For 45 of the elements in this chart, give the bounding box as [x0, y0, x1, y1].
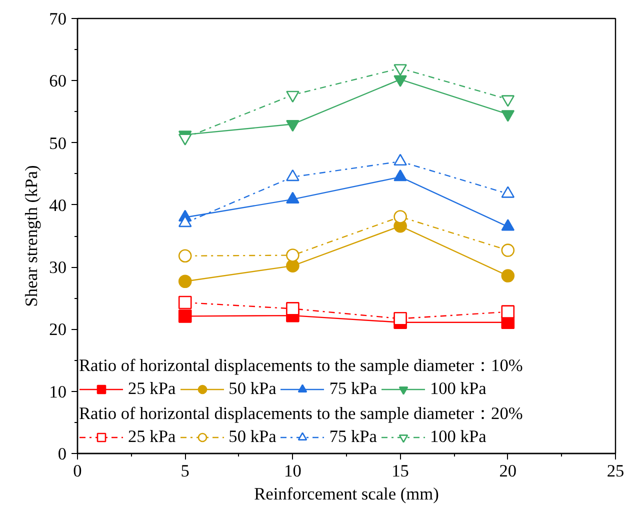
legend-label: 100 kPa	[430, 427, 486, 447]
x-tick-label: 20	[499, 462, 517, 480]
point	[178, 134, 192, 146]
point	[286, 90, 300, 103]
point	[286, 120, 300, 132]
y-tick-label: 70	[49, 10, 66, 28]
point	[286, 259, 300, 272]
legend-label: 100 kPa	[430, 379, 486, 399]
legend-label: 50 kPa	[228, 427, 276, 447]
point	[394, 75, 407, 87]
y-tick-label: 60	[49, 72, 66, 91]
legend-label: 75 kPa	[329, 427, 377, 447]
point	[501, 305, 515, 318]
point	[178, 310, 192, 323]
point	[501, 110, 515, 122]
point	[286, 248, 300, 262]
legend-label: 25 kPa	[128, 427, 176, 447]
point	[178, 249, 192, 263]
x-tick-label: 0	[73, 462, 82, 480]
point	[501, 95, 515, 107]
annotation: Ratio of horizontal displacements to the sample diameter：10%	[79, 355, 523, 377]
y-tick-label: 50	[49, 134, 66, 153]
y-axis-title: Shear strength (kPa)	[22, 165, 42, 307]
y-tick-label: 20	[49, 320, 66, 340]
y-tick-label: 40	[49, 196, 66, 215]
point	[501, 244, 515, 257]
legend-label: 75 kPa	[329, 379, 377, 399]
y-tick-label: 30	[49, 258, 66, 278]
x-axis-title: Reinforcement scale (mm)	[254, 484, 440, 504]
x-tick-label: 5	[180, 462, 190, 480]
legend-label: 50 kPa	[228, 379, 276, 399]
annotation: Ratio of horizontal displacements to the sample diameter：20%	[79, 403, 523, 425]
x-tick-label: 25	[606, 462, 624, 480]
y-tick-label: 10	[49, 382, 66, 402]
x-tick-label: 15	[392, 462, 409, 480]
point	[394, 312, 407, 326]
legend-label: 25 kPa	[128, 379, 176, 399]
point	[394, 64, 407, 76]
point	[394, 210, 407, 224]
point	[178, 296, 192, 310]
point	[178, 274, 192, 288]
x-tick-label: 10	[284, 462, 302, 480]
point	[286, 302, 300, 316]
y-tick-label: 0	[58, 444, 67, 464]
point	[501, 269, 515, 282]
